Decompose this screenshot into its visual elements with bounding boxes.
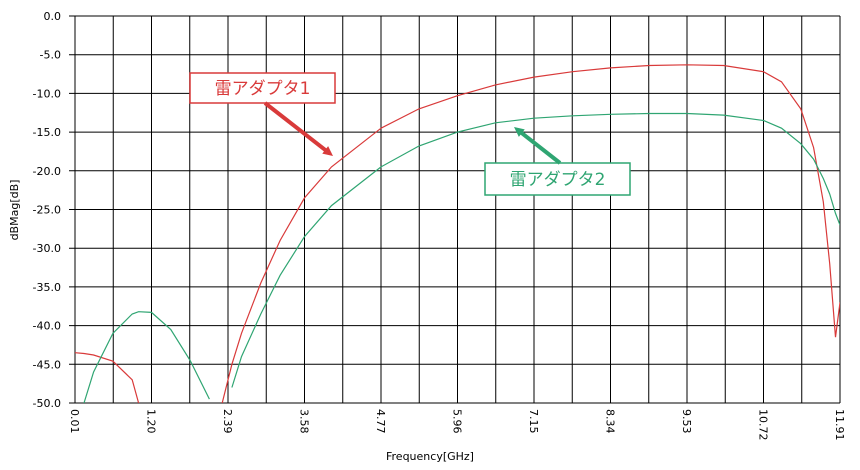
- x-tick-label: 11.91: [833, 409, 846, 441]
- y-tick-label: -40.0: [33, 320, 61, 333]
- x-axis-label: Frequency[GHz]: [386, 450, 474, 463]
- y-axis-label: dBMag[dB]: [8, 180, 21, 241]
- y-tick-label: -10.0: [33, 87, 61, 100]
- y-tick-label: -25.0: [33, 204, 61, 217]
- x-tick-label: 4.77: [374, 409, 387, 434]
- callout-label: 雷アダプタ1: [215, 79, 311, 99]
- y-tick-label: -30.0: [33, 242, 61, 255]
- callout-arrow: [263, 101, 330, 154]
- x-tick-label: 8.34: [604, 409, 617, 434]
- x-tick-label: 5.96: [451, 409, 464, 434]
- series-line: [83, 112, 840, 403]
- y-tick-label: 0.0: [44, 10, 62, 23]
- x-tick-label: 10.72: [757, 409, 770, 441]
- x-tick-label: 1.20: [145, 409, 158, 434]
- callout-arrow: [517, 129, 562, 165]
- series-line: [75, 64, 840, 403]
- y-tick-label: -15.0: [33, 126, 61, 139]
- x-tick-label: 9.53: [680, 409, 693, 434]
- y-tick-label: -45.0: [33, 358, 61, 371]
- callout-box: [189, 72, 336, 104]
- x-tick-label: 0.01: [68, 409, 81, 434]
- callout-box: [484, 162, 631, 196]
- callout-label: 雷アダプタ2: [510, 170, 606, 190]
- x-tick-label: 3.58: [298, 409, 311, 434]
- y-tick-label: -5.0: [40, 49, 61, 62]
- y-tick-label: -50.0: [33, 397, 61, 410]
- callout-arrowhead: [514, 127, 525, 137]
- x-tick-label: 2.39: [221, 409, 234, 434]
- callout-arrowhead: [322, 146, 333, 156]
- y-tick-label: -35.0: [33, 281, 61, 294]
- x-tick-label: 7.15: [527, 409, 540, 434]
- y-tick-label: -20.0: [33, 165, 61, 178]
